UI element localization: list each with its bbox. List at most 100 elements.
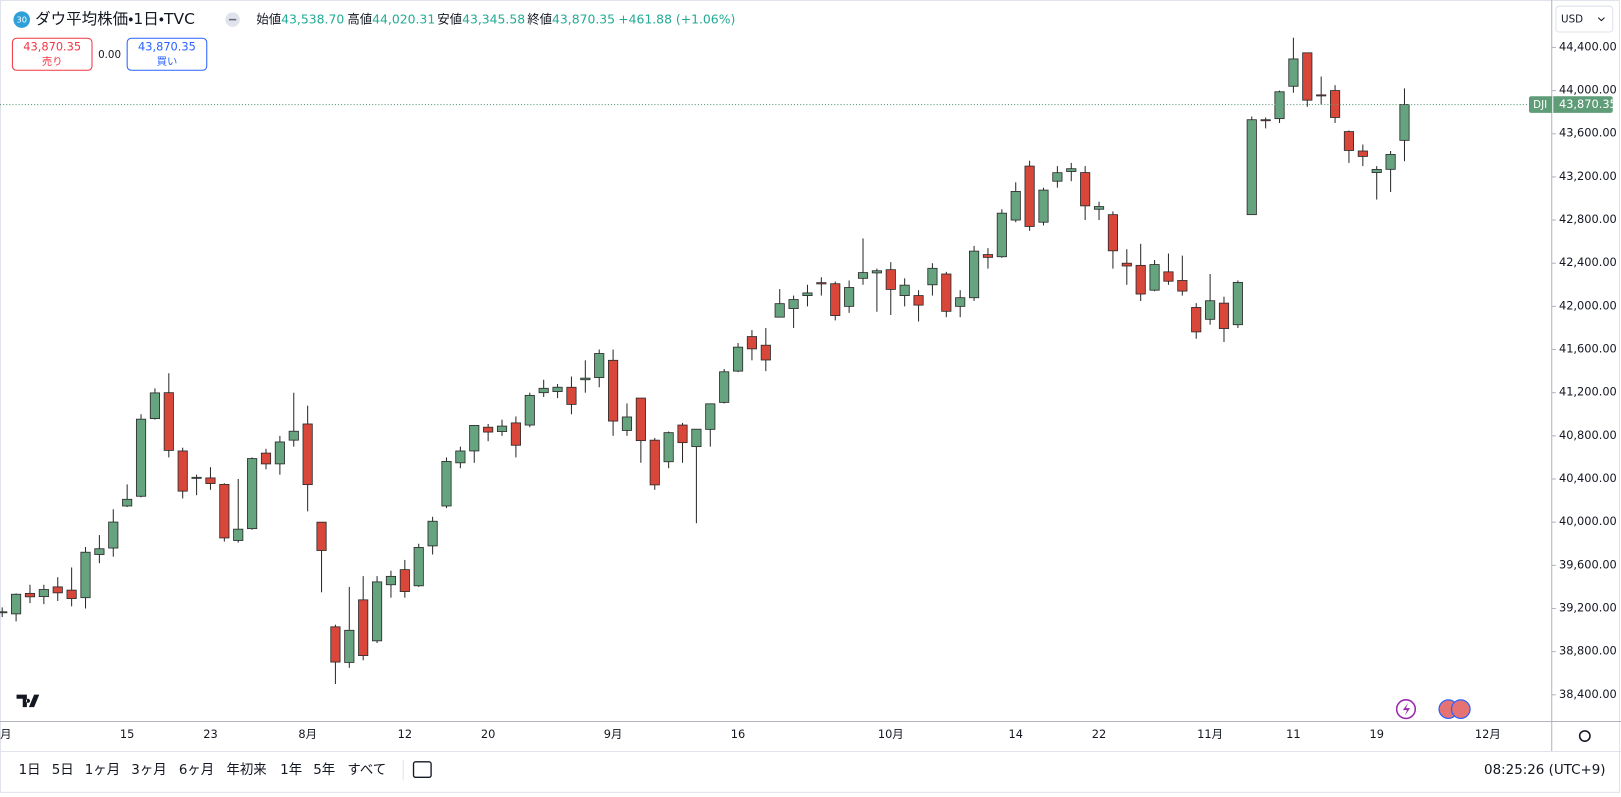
- axes: 38,400.00 38,800.00 39,200.00 39,600.00 40,0…: [0, 39, 1617, 741]
- candle-body: [94, 548, 105, 555]
- candle-body: [538, 387, 549, 394]
- candle-body: [1052, 172, 1063, 182]
- candle-body: [677, 424, 688, 444]
- candle-body: [1205, 300, 1216, 320]
- range-button[interactable]: 1年: [280, 762, 302, 778]
- y-tick-label: 41,600.00: [1559, 342, 1617, 356]
- y-tick-label: 38,400.00: [1559, 687, 1617, 701]
- last-price-symbol: DJI: [1533, 99, 1547, 111]
- candle-body: [635, 397, 646, 442]
- x-tick-label: 11: [1286, 727, 1300, 741]
- candle-body: [524, 394, 535, 426]
- candle-body: [802, 292, 813, 296]
- spread: 0.00: [98, 49, 121, 61]
- candle-body: [982, 254, 994, 258]
- candle-body: [899, 284, 910, 296]
- close-value: 43,870.35: [552, 11, 615, 26]
- candle-body: [163, 392, 174, 451]
- candle-body: [233, 528, 244, 541]
- candle-body: [1288, 58, 1299, 87]
- low-value: 43,345.58: [462, 11, 525, 26]
- candle-body: [1232, 282, 1243, 326]
- candle-body: [1163, 271, 1174, 282]
- candle-body: [1260, 119, 1271, 122]
- candle-body: [608, 359, 619, 422]
- range-button[interactable]: 3ヶ月: [131, 763, 166, 778]
- y-tick-label: 41,200.00: [1559, 385, 1617, 399]
- y-tick-label: 43,600.00: [1559, 126, 1617, 140]
- candle-body: [594, 353, 605, 378]
- y-tick-label: 44,000.00: [1559, 83, 1617, 97]
- sell-button[interactable]: [11, 37, 93, 71]
- candle-body: [344, 629, 355, 663]
- range-button[interactable]: 年初来: [226, 762, 266, 778]
- candle-body: [1218, 302, 1230, 329]
- candle-body: [663, 432, 674, 463]
- x-tick-label: 11月: [1197, 727, 1223, 741]
- candle-body: [455, 450, 466, 464]
- candle-body: [358, 599, 369, 656]
- settings-button[interactable]: [1578, 730, 1591, 742]
- candle-body: [330, 626, 341, 663]
- candle-body: [302, 423, 313, 486]
- candle-body: [1302, 52, 1313, 101]
- candle-body: [80, 551, 91, 599]
- y-tick-label: 39,600.00: [1559, 557, 1617, 571]
- candle-body: [1107, 214, 1118, 252]
- candle-body: [1177, 280, 1188, 292]
- candle-body: [1010, 191, 1021, 221]
- candle-body: [927, 267, 938, 286]
- candle-body: [941, 273, 952, 312]
- x-tick-label: 7月: [0, 727, 11, 741]
- low-label: 安値: [437, 11, 462, 26]
- candle-body: [52, 586, 63, 594]
- candle-body: [219, 483, 230, 539]
- open-label: 始値: [256, 11, 281, 26]
- currency-select[interactable]: [1555, 5, 1614, 33]
- candle-body: [24, 592, 36, 598]
- candle-body: [1385, 153, 1396, 170]
- y-tick-label: 38,800.00: [1559, 644, 1617, 658]
- y-tick-label: 42,000.00: [1559, 298, 1617, 312]
- candle-body: [1149, 264, 1160, 291]
- clock: 08:25:26 (UTC+9): [1484, 763, 1605, 778]
- x-tick-label: 23: [203, 727, 217, 741]
- ohlc-legend: 始値43,538.70 高値44,020.31 安値43,345.58 終値43…: [256, 11, 735, 26]
- economic-event[interactable]: [1450, 699, 1471, 720]
- candle-body: [1066, 168, 1077, 172]
- candle-body: [691, 428, 702, 448]
- candle-body: [705, 403, 716, 430]
- candle-body: [996, 212, 1007, 258]
- candle-body: [1038, 189, 1049, 223]
- y-tick-label: 43,200.00: [1559, 169, 1617, 183]
- candle-body: [1080, 172, 1091, 207]
- badge-text: 30: [16, 15, 27, 25]
- currency: USD: [1561, 14, 1583, 26]
- candle-body: [149, 392, 160, 419]
- candle-body: [746, 336, 758, 350]
- candle-body: [760, 344, 771, 361]
- y-tick-label: 40,000.00: [1559, 514, 1617, 528]
- goto-date-button[interactable]: [412, 761, 432, 779]
- range-button[interactable]: 6ヶ月: [179, 763, 214, 778]
- change: +461.88 (+1.06%): [618, 11, 735, 26]
- range-button[interactable]: 5日: [52, 763, 74, 778]
- last-price-badge: [1528, 96, 1613, 113]
- candle-body: [1371, 169, 1382, 173]
- buy-button[interactable]: [126, 37, 208, 71]
- candle-body: [122, 498, 133, 507]
- candle-body: [11, 593, 22, 615]
- range-button[interactable]: 5年: [313, 762, 335, 778]
- x-tick-label: 22: [1092, 727, 1106, 741]
- candle-body: [955, 297, 966, 307]
- x-tick-label: 14: [1008, 727, 1022, 741]
- candle-body: [496, 425, 508, 432]
- x-tick-label: 12月: [1475, 727, 1501, 741]
- range-button[interactable]: 1日: [19, 763, 41, 778]
- candle-body: [1191, 307, 1202, 333]
- range-button[interactable]: 1ヶ月: [85, 763, 120, 778]
- candle-body: [413, 547, 424, 587]
- buy-price: 43,870.35: [138, 40, 196, 54]
- range-button[interactable]: すべて: [347, 762, 386, 778]
